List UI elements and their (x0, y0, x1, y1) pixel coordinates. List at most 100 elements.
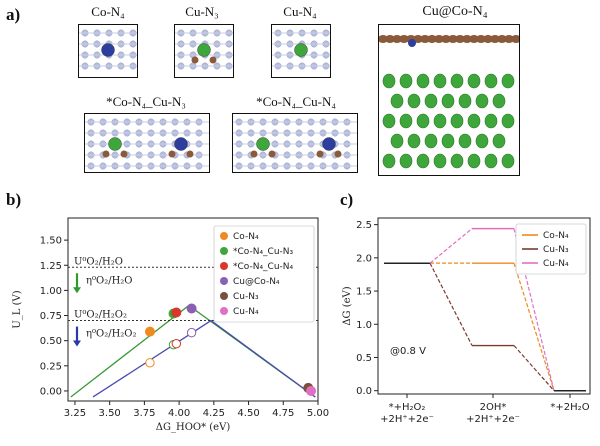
x-tick-label: 4.75 (272, 408, 294, 419)
plot-frame (67, 217, 319, 402)
cobalt-atom (322, 137, 336, 151)
copper-atom (382, 73, 396, 89)
copper-atom (458, 93, 472, 109)
legend-entry: Cu-N₄ (543, 259, 569, 269)
y-tick-label: 0.0 (356, 386, 372, 397)
copper-atom (108, 137, 122, 151)
structure-image-cu-n3 (174, 24, 234, 78)
legend-entry: Cu-N₃ (543, 245, 569, 255)
copper-atom (382, 113, 396, 129)
carbon-atom (469, 35, 479, 43)
structure-svg-cu-n4 (272, 29, 330, 70)
data-point-open (186, 327, 197, 338)
copper-atom (399, 113, 413, 129)
copper-atom (450, 73, 464, 89)
structure-label-cu-at-co-n4: Cu@Co-N₄ (422, 4, 488, 19)
copper-atom (475, 133, 489, 149)
structure-label-co-n4-cu-n3: *Co-N₄_Cu-N₃ (106, 94, 186, 109)
data-point (144, 326, 155, 337)
copper-atom (294, 43, 308, 57)
x-tick-label: 2OH* (480, 402, 507, 413)
potential-annotation: @0.8 V (390, 346, 426, 357)
data-point-open (171, 338, 182, 349)
structure-label-co-n4-cu-n4: *Co-N₄_Cu-N₄ (256, 94, 336, 109)
copper-atom (501, 73, 515, 89)
x-tick-label: 4.25 (203, 408, 225, 419)
copper-atom (416, 113, 430, 129)
structure-svg-co-n4 (79, 29, 137, 70)
data-point (306, 385, 317, 396)
carbon-atom (268, 150, 276, 158)
carbon-atom (462, 35, 472, 43)
copper-atom (433, 73, 447, 89)
x-tick-label-line2: +2H⁺+2e⁻ (466, 414, 520, 425)
structure-svg-co-n4-cu-n4 (233, 118, 357, 170)
copper-atom (424, 133, 438, 149)
volcano-plot-points (144, 303, 317, 396)
y-tick-label: 0.75 (40, 311, 62, 322)
carbon-atom (316, 150, 324, 158)
copper-atom (424, 93, 438, 109)
carbon-atom (385, 35, 395, 43)
y-tick-label: 1.00 (40, 286, 62, 297)
carbon-atom (476, 35, 486, 43)
carbon-atom (483, 35, 493, 43)
carbon-atom (399, 35, 409, 43)
energy-connector (429, 262, 473, 346)
copper-atom (484, 73, 498, 89)
structure-image-cu-at-co-n4 (378, 24, 521, 176)
copper-atom (197, 43, 211, 57)
carbon-atom (413, 35, 423, 43)
legend-marker (220, 277, 228, 285)
y-axis-label: ΔG (eV) (342, 286, 353, 325)
x-tick-label: 3.50 (99, 408, 121, 419)
legend-marker (220, 292, 228, 300)
energy-diagram-lines (384, 227, 586, 392)
carbon-atom (455, 35, 465, 43)
carbon-atom (392, 35, 402, 43)
plot-frame (377, 217, 591, 395)
volcano-plot-legend: Co-N₄ *Co-N₄_Cu-N₃ *Co-N₄_Cu-N₄ Cu@Co-N₄ Cu-… (213, 225, 315, 323)
copper-atom (450, 113, 464, 129)
y-tick-label: 1.50 (40, 236, 62, 247)
structure-image-cu-n4 (271, 24, 331, 78)
copper-atom (492, 133, 506, 149)
legend-box (515, 223, 587, 275)
legend-entry: *Co-N₄_Cu-N₃ (233, 247, 294, 257)
energy-diagram-legend: Co-N₄ Cu-N₃ Cu-N₄ (515, 223, 587, 275)
structure-svg-cu-at-co-n4 (378, 35, 521, 169)
carbon-atom (186, 150, 194, 158)
carbon-atom (511, 35, 521, 43)
legend-marker (220, 307, 228, 315)
copper-atom (433, 113, 447, 129)
y-tick-label: 2.0 (356, 253, 372, 264)
overpotential-arrowhead (73, 340, 81, 347)
energy-diagram: 0.00.51.01.52.02.5ΔG (eV)@0.8 V*+H₂O₂+2H… (342, 217, 591, 425)
y-tick-label: 2.5 (356, 220, 372, 231)
potential-line-label: U⁰O₂/H₂O (74, 256, 123, 267)
data-point (171, 307, 182, 318)
panel-a-letter: a) (6, 5, 21, 24)
copper-atom (399, 153, 413, 169)
overpotential-arrowhead (73, 287, 81, 294)
copper-atom (399, 73, 413, 89)
copper-atom (458, 133, 472, 149)
cobalt-atom (408, 39, 416, 47)
carbon-atom (334, 150, 342, 158)
copper-atom (416, 153, 430, 169)
copper-atom (450, 153, 464, 169)
carbon-atom (209, 56, 217, 64)
copper-atom (501, 113, 515, 129)
carbon-atom (120, 150, 128, 158)
x-tick-label-line2: +2H⁺+2e⁻ (380, 414, 434, 425)
legend-marker (220, 232, 228, 240)
legend-entry: Cu-N₃ (233, 292, 259, 302)
copper-atom (390, 93, 404, 109)
legend-entry: Co-N₄ (543, 231, 569, 241)
copper-atom (475, 93, 489, 109)
x-tick-label: 5.00 (307, 408, 329, 419)
panel-b-letter: b) (6, 190, 22, 209)
potential-line-label: U⁰O₂/H₂O₂ (74, 310, 127, 321)
energy-connector (429, 228, 473, 264)
x-tick-label: 4.00 (168, 408, 190, 419)
